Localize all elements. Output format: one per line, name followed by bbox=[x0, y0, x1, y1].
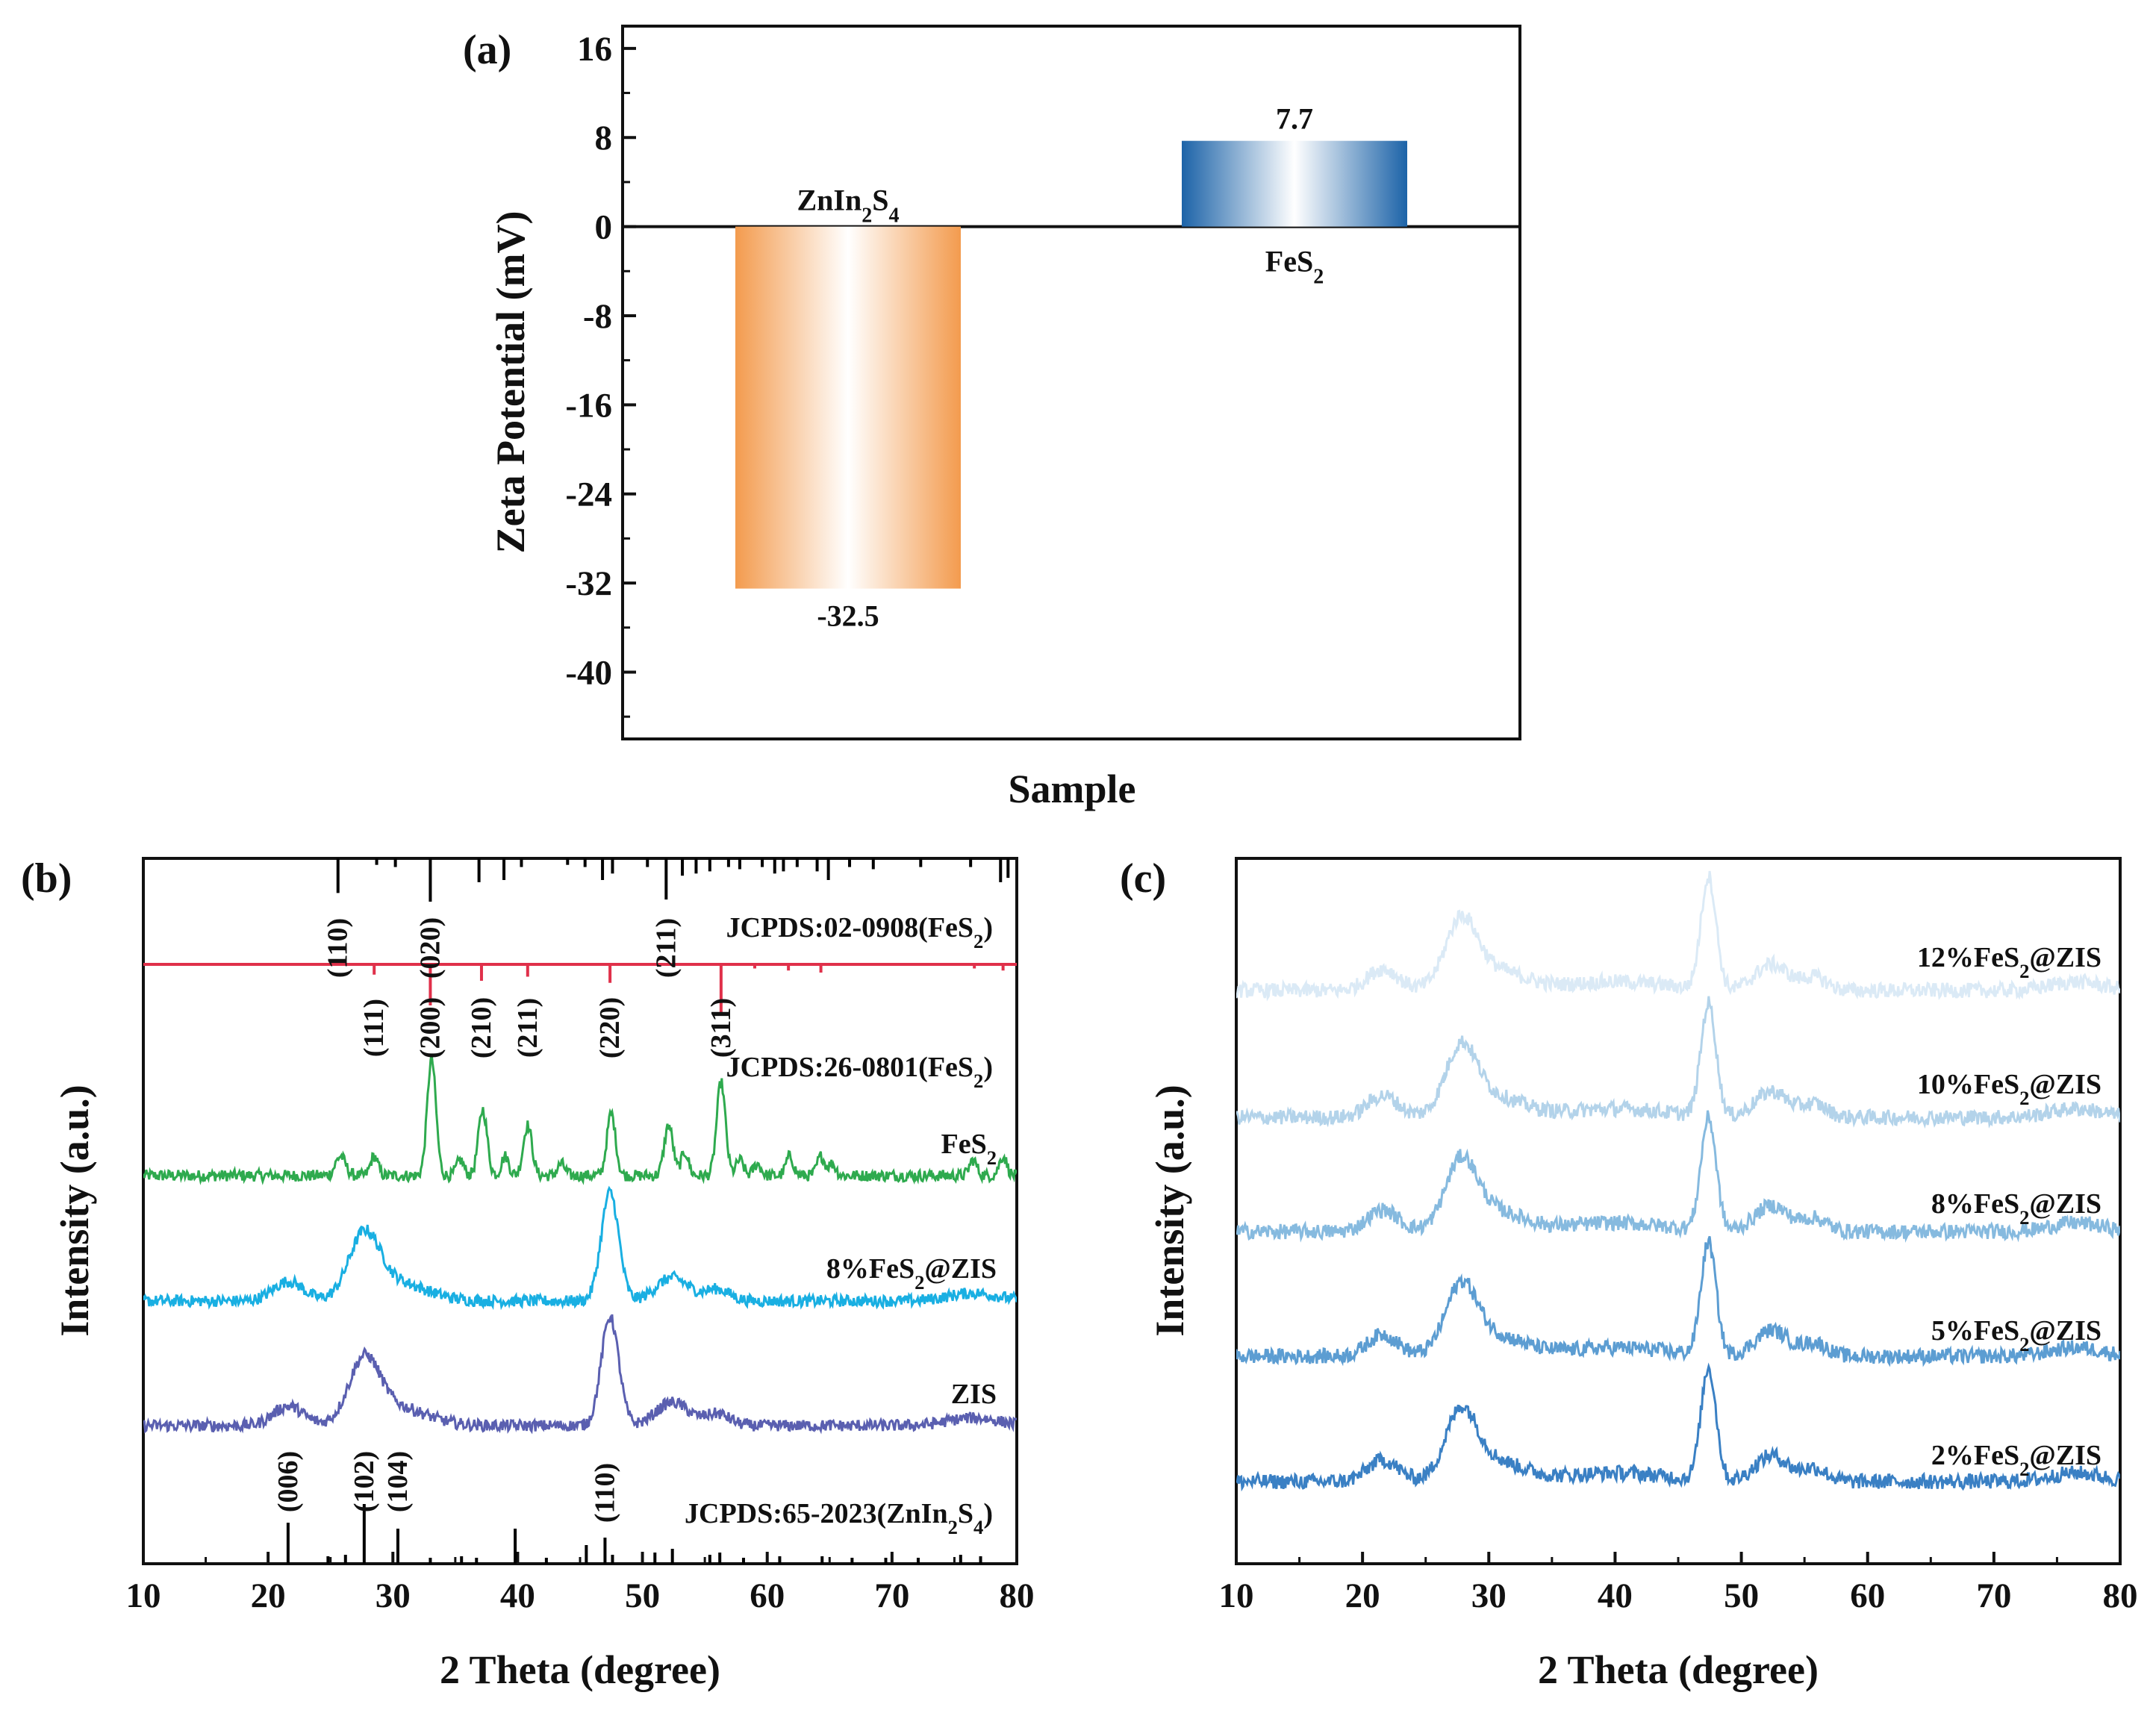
bar-znin2s4 bbox=[735, 226, 961, 589]
y-axis-title: Intensity (a.u.) bbox=[52, 1085, 97, 1337]
x-axis-title: 2 Theta (degree) bbox=[440, 1647, 720, 1692]
hkl-label: (220) bbox=[594, 997, 626, 1058]
y-tick-label: 16 bbox=[577, 30, 612, 69]
x-tick-label: 40 bbox=[500, 1576, 535, 1615]
hkl-label: (020) bbox=[414, 917, 446, 979]
bar-value-label: 7.7 bbox=[1276, 102, 1313, 136]
x-tick-label: 60 bbox=[1850, 1576, 1885, 1615]
reference-label-02-0908: JCPDS:02-0908(FeS2) bbox=[726, 912, 993, 952]
x-axis-title: Sample bbox=[1008, 767, 1135, 811]
hkl-label: (102) bbox=[349, 1451, 380, 1512]
series-label: FeS2 bbox=[941, 1129, 997, 1169]
panel-a-label: (a) bbox=[463, 27, 511, 73]
hkl-label: (311) bbox=[705, 998, 737, 1058]
x-tick-label: 70 bbox=[874, 1576, 909, 1615]
series-label: 5%FeS2@ZIS bbox=[1931, 1315, 2102, 1355]
x-tick-label: 50 bbox=[1724, 1576, 1759, 1615]
xrd-series-3 bbox=[1236, 1235, 2120, 1367]
hkl-label: (210) bbox=[466, 997, 497, 1058]
y-tick-label: -24 bbox=[565, 475, 612, 514]
xrd-series-1 bbox=[1236, 996, 2120, 1129]
y-axis-title: Intensity (a.u.) bbox=[1147, 1085, 1192, 1337]
x-tick-label: 30 bbox=[1471, 1576, 1507, 1615]
x-tick-label: 80 bbox=[1000, 1576, 1035, 1615]
xrd-series-0 bbox=[143, 1054, 1017, 1185]
panel-a-frame bbox=[621, 25, 1521, 740]
reference-label-65-2023: JCPDS:65-2023(ZnIn2S4) bbox=[685, 1498, 993, 1538]
hkl-label: (211) bbox=[650, 918, 682, 978]
zeta-potential-chart: (a) 16 8 0 -8 -16 -24 -32 -40 -32.5 ZnIn2S4 7.7 Fe… bbox=[463, 25, 1521, 811]
x-axis-ticks: 10 20 30 40 50 60 70 80 bbox=[126, 1552, 1035, 1615]
xrd-series-2 bbox=[143, 1314, 1017, 1435]
series-label: ZIS bbox=[951, 1379, 997, 1410]
x-tick-label: 70 bbox=[1976, 1576, 2011, 1615]
x-tick-label: 10 bbox=[1219, 1576, 1254, 1615]
hkl-label: (104) bbox=[382, 1451, 414, 1512]
y-tick-label: -16 bbox=[565, 386, 612, 425]
hkl-label: (110) bbox=[589, 1463, 620, 1523]
xrd-series-2 bbox=[1236, 1110, 2120, 1243]
hkl-label: (211) bbox=[512, 998, 543, 1058]
xrd-series-4 bbox=[1236, 1362, 2120, 1492]
xrd-series-0 bbox=[1236, 870, 2120, 1002]
series-label: 10%FeS2@ZIS bbox=[1917, 1069, 2102, 1109]
x-axis-title: 2 Theta (degree) bbox=[1538, 1647, 1819, 1692]
hkl-label: (006) bbox=[272, 1451, 304, 1512]
series-label: 2%FeS2@ZIS bbox=[1931, 1440, 2102, 1480]
xrd-series-1 bbox=[143, 1185, 1017, 1311]
hkl-label: (200) bbox=[414, 997, 446, 1058]
bar-fes2 bbox=[1182, 140, 1407, 227]
series-label: 8%FeS2@ZIS bbox=[826, 1253, 997, 1294]
x-tick-label: 60 bbox=[750, 1576, 785, 1615]
y-tick-label: 8 bbox=[595, 119, 613, 157]
xrd-chart-c: (c) 10 20 30 40 50 60 70 80 12%FeS2@ZIS 10%FeS2@… bbox=[1120, 855, 2138, 1692]
y-tick-label: 0 bbox=[595, 208, 613, 247]
x-tick-label: 30 bbox=[376, 1576, 411, 1615]
x-axis-ticks: 10 20 30 40 50 60 70 80 bbox=[1219, 1552, 2138, 1615]
bar-name-label: FeS2 bbox=[1265, 245, 1324, 289]
xrd-chart-b: (b) 10 20 30 40 50 60 70 80 (110) (020) (211) JCPD… bbox=[21, 855, 1035, 1692]
panel-c-label: (c) bbox=[1120, 855, 1166, 902]
plot-area bbox=[143, 858, 1017, 1564]
hkl-label: (111) bbox=[358, 999, 390, 1057]
series-label: 8%FeS2@ZIS bbox=[1931, 1188, 2102, 1229]
hkl-label: (110) bbox=[323, 918, 354, 978]
x-tick-label: 40 bbox=[1598, 1576, 1633, 1615]
bar-name-label: ZnIn2S4 bbox=[797, 184, 900, 228]
bars: -32.5 ZnIn2S4 7.7 FeS2 bbox=[735, 102, 1407, 633]
series-label: 12%FeS2@ZIS bbox=[1917, 942, 2102, 982]
x-tick-label: 80 bbox=[2103, 1576, 2138, 1615]
x-tick-label: 50 bbox=[625, 1576, 660, 1615]
y-tick-label: -32 bbox=[565, 564, 612, 603]
x-tick-label: 10 bbox=[126, 1576, 161, 1615]
y-axis-title: Zeta Potential (mV) bbox=[488, 211, 533, 554]
panel-b-label: (b) bbox=[21, 855, 72, 902]
annotations: (110) (020) (211) JCPDS:02-0908(FeS2)(111)(… bbox=[272, 912, 997, 1538]
y-tick-label: -40 bbox=[565, 653, 612, 692]
x-tick-label: 20 bbox=[1345, 1576, 1380, 1615]
y-tick-label: -8 bbox=[583, 297, 612, 336]
bar-value-label: -32.5 bbox=[817, 599, 879, 633]
reference-label-26-0801: JCPDS:26-0801(FeS2) bbox=[726, 1052, 993, 1092]
y-axis-ticks: 16 8 0 -8 -16 -24 -32 -40 bbox=[565, 30, 636, 718]
series-labels: 12%FeS2@ZIS 10%FeS2@ZIS 8%FeS2@ZIS 5%FeS2@Z… bbox=[1917, 942, 2102, 1480]
plot-area bbox=[1236, 870, 2120, 1492]
x-tick-label: 20 bbox=[251, 1576, 286, 1615]
